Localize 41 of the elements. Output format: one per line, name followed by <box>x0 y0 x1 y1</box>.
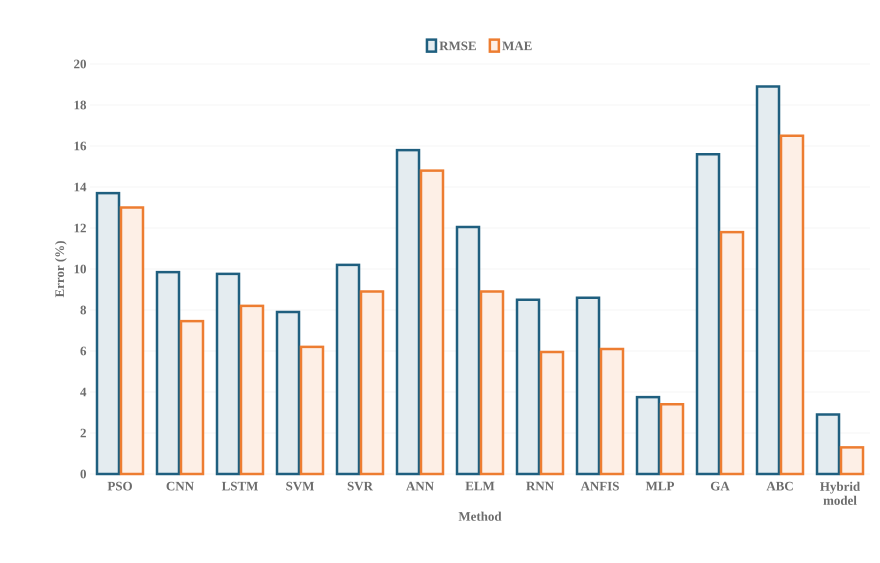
x-tick-label: LSTM <box>222 482 258 490</box>
y-tick-label: 12 <box>74 224 86 232</box>
y-tick-label: 4 <box>80 388 86 396</box>
bar <box>480 290 504 476</box>
x-tick-label: ABC <box>766 482 793 490</box>
y-tick-label: 8 <box>80 306 86 314</box>
x-tick-label: CNN <box>166 482 194 490</box>
legend-label: MAE <box>502 42 532 50</box>
bar <box>240 304 264 476</box>
x-tick-label: SVR <box>348 482 374 491</box>
x-tick-label: GA <box>710 482 730 490</box>
x-tick-label: Hybrid model <box>820 482 860 505</box>
bar <box>780 134 804 476</box>
y-tick-label: 2 <box>80 428 86 438</box>
bar <box>180 320 204 476</box>
x-axis-title: Method <box>458 512 502 521</box>
x-tick-label: RNN <box>526 482 554 490</box>
bar <box>840 446 864 476</box>
bar <box>600 348 624 476</box>
x-tick-label: ANFIS <box>580 482 619 490</box>
x-tick-label: SVM <box>286 482 314 491</box>
bar <box>720 230 744 476</box>
x-tick-label: ANN <box>406 482 434 490</box>
y-tick-label: 14 <box>74 182 86 192</box>
legend-label: RMSE <box>439 42 476 50</box>
bar <box>120 206 144 476</box>
bar <box>540 350 564 476</box>
y-axis-title: Error (%) <box>54 241 67 298</box>
x-tick-label: MLP <box>646 482 674 490</box>
x-tick-label: PSO <box>108 482 132 490</box>
bar <box>360 290 384 476</box>
bar <box>420 169 444 476</box>
y-tick-label: 20 <box>74 60 86 68</box>
y-tick-label: 16 <box>74 142 86 150</box>
y-tick-label: 6 <box>80 346 86 356</box>
x-tick-label: ELM <box>465 482 494 490</box>
y-tick-label: 18 <box>74 100 86 110</box>
bar <box>660 403 684 476</box>
y-tick-label: 0 <box>80 470 86 478</box>
bar <box>300 346 324 476</box>
y-tick-label: 10 <box>74 264 86 274</box>
